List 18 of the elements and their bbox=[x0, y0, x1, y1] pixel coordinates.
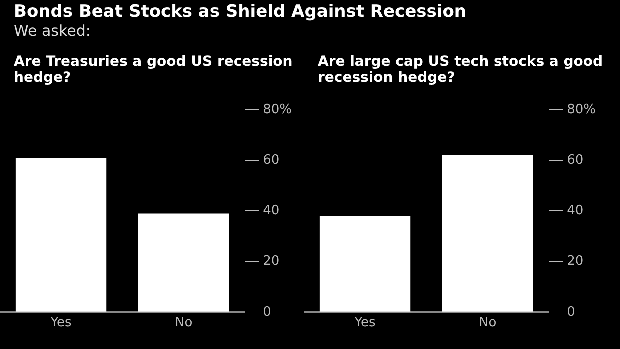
x-tick-label: No bbox=[174, 316, 193, 331]
chart-title: Are large cap US tech stocks a good recession hedge? bbox=[318, 54, 604, 88]
y-tick-label: 80% bbox=[263, 102, 292, 118]
y-tick-label: 20 bbox=[567, 254, 584, 270]
y-tick-label: 60 bbox=[567, 152, 584, 168]
chart-title: Are Treasuries a good US recession hedge? bbox=[14, 54, 294, 88]
y-tick-label: 40 bbox=[263, 204, 280, 219]
x-tick-label: No bbox=[478, 316, 497, 331]
y-tick-label: 0 bbox=[263, 304, 272, 320]
y-tick-label: 0 bbox=[567, 304, 576, 320]
y-tick-label: 60 bbox=[263, 152, 280, 168]
x-tick-label: Yes bbox=[50, 316, 72, 331]
y-tick-label: 20 bbox=[263, 254, 280, 270]
x-tick-label: Yes bbox=[354, 316, 376, 331]
text: We asked: bbox=[14, 22, 92, 40]
y-tick-label: 80% bbox=[567, 102, 596, 118]
y-tick-label: 40 bbox=[567, 204, 584, 219]
text: Bonds Beat Stocks as Shield Against Recession bbox=[14, 2, 468, 22]
